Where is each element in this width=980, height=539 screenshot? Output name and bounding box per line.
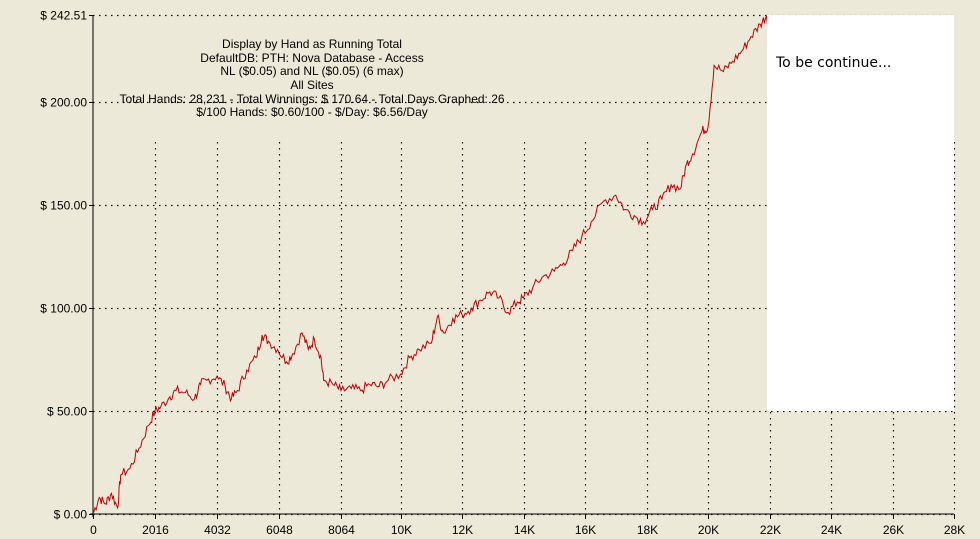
x-tick-label: 0 — [90, 523, 97, 537]
y-tick-label: $ 50.00 — [47, 405, 87, 419]
x-tick-label: 20K — [698, 523, 719, 537]
x-tick-label: 4032 — [204, 523, 231, 537]
info-line-totals: Total Hands: 28,231 - Total Winnings: $ … — [119, 92, 505, 106]
x-tick-label: 2016 — [142, 523, 169, 537]
x-tick-label: 14K — [514, 523, 535, 537]
y-tick-label: $ 200.00 — [40, 96, 87, 110]
x-tick-label: 22K — [760, 523, 781, 537]
winnings-series-line — [92, 15, 770, 515]
y-tick-label: $ 100.00 — [40, 302, 87, 316]
info-line-sites: All Sites — [290, 78, 334, 92]
x-tick-label: 10K — [391, 523, 412, 537]
y-tick-label: $ 150.00 — [40, 199, 87, 213]
x-tick-label: 24K — [821, 523, 842, 537]
info-line-rates: $/100 Hands: $0.60/100 - $/Day: $6.56/Da… — [196, 105, 428, 119]
y-tick-label: $ 242.51 — [40, 9, 87, 23]
info-line-limits: NL ($0.05) and NL ($0.05) (6 max) — [220, 64, 404, 78]
x-tick-label: 18K — [637, 523, 658, 537]
note-text: To be continue... — [776, 55, 892, 71]
x-tick-label: 8064 — [328, 523, 355, 537]
y-tick-label: $ 0.00 — [54, 508, 88, 522]
x-tick-label: 12K — [452, 523, 473, 537]
note-box: To be continue... — [767, 15, 954, 411]
info-line-display-mode: Display by Hand as Running Total — [222, 37, 402, 51]
x-tick-label: 16K — [575, 523, 596, 537]
x-tick-label: 28K — [944, 523, 965, 537]
info-line-database: DefaultDB: PTH: Nova Database - Access — [200, 51, 424, 65]
x-tick-label: 26K — [883, 523, 904, 537]
x-tick-label: 6048 — [266, 523, 293, 537]
